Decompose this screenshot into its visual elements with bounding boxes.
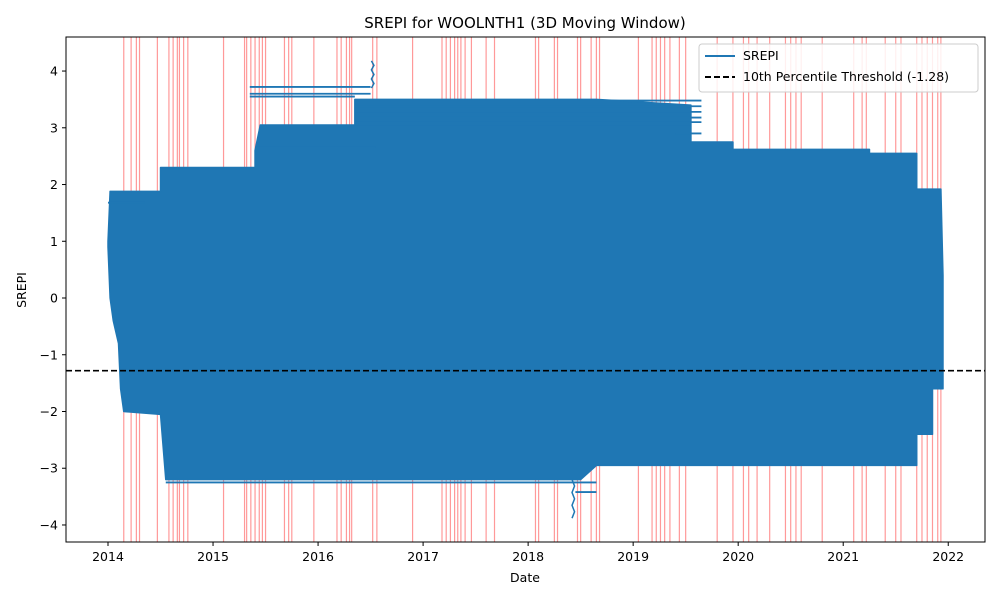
x-tick-label: 2018 — [512, 549, 544, 564]
chart-title: SREPI for WOOLNTH1 (3D Moving Window) — [364, 14, 686, 32]
legend-srepi-label: SREPI — [743, 48, 779, 63]
srepi-spike — [571, 479, 576, 519]
y-tick-label: −2 — [40, 404, 58, 419]
y-tick-label: −3 — [40, 461, 58, 476]
y-axis-title: SREPI — [14, 272, 29, 308]
x-tick-label: 2022 — [932, 549, 964, 564]
y-tick-label: 1 — [50, 234, 58, 249]
x-tick-label: 2016 — [302, 549, 334, 564]
y-tick-label: 3 — [50, 120, 58, 135]
x-tick-label: 2021 — [827, 549, 859, 564]
x-tick-label: 2019 — [617, 549, 649, 564]
x-tick-label: 2020 — [722, 549, 754, 564]
srepi-series-envelope — [107, 98, 944, 481]
srepi-spike — [370, 60, 375, 89]
legend: SREPI 10th Percentile Threshold (-1.28) — [698, 43, 979, 93]
y-tick-label: 0 — [50, 291, 58, 306]
axes-frame — [65, 36, 986, 543]
x-axis-title: Date — [510, 570, 540, 585]
plot-area: 2014 2015 2016 2017 2018 2019 2020 2021 2022−4−3… — [40, 36, 986, 564]
legend-box — [698, 43, 979, 93]
y-tick-label: 2 — [50, 177, 58, 192]
x-tick-label: 2015 — [197, 549, 229, 564]
y-tick-label: −4 — [40, 517, 58, 532]
y-tick-label: −1 — [40, 347, 58, 362]
x-tick-label: 2017 — [407, 549, 439, 564]
y-tick-label: 4 — [50, 64, 58, 79]
legend-threshold-label: 10th Percentile Threshold (-1.28) — [743, 69, 949, 84]
x-tick-label: 2014 — [92, 549, 124, 564]
